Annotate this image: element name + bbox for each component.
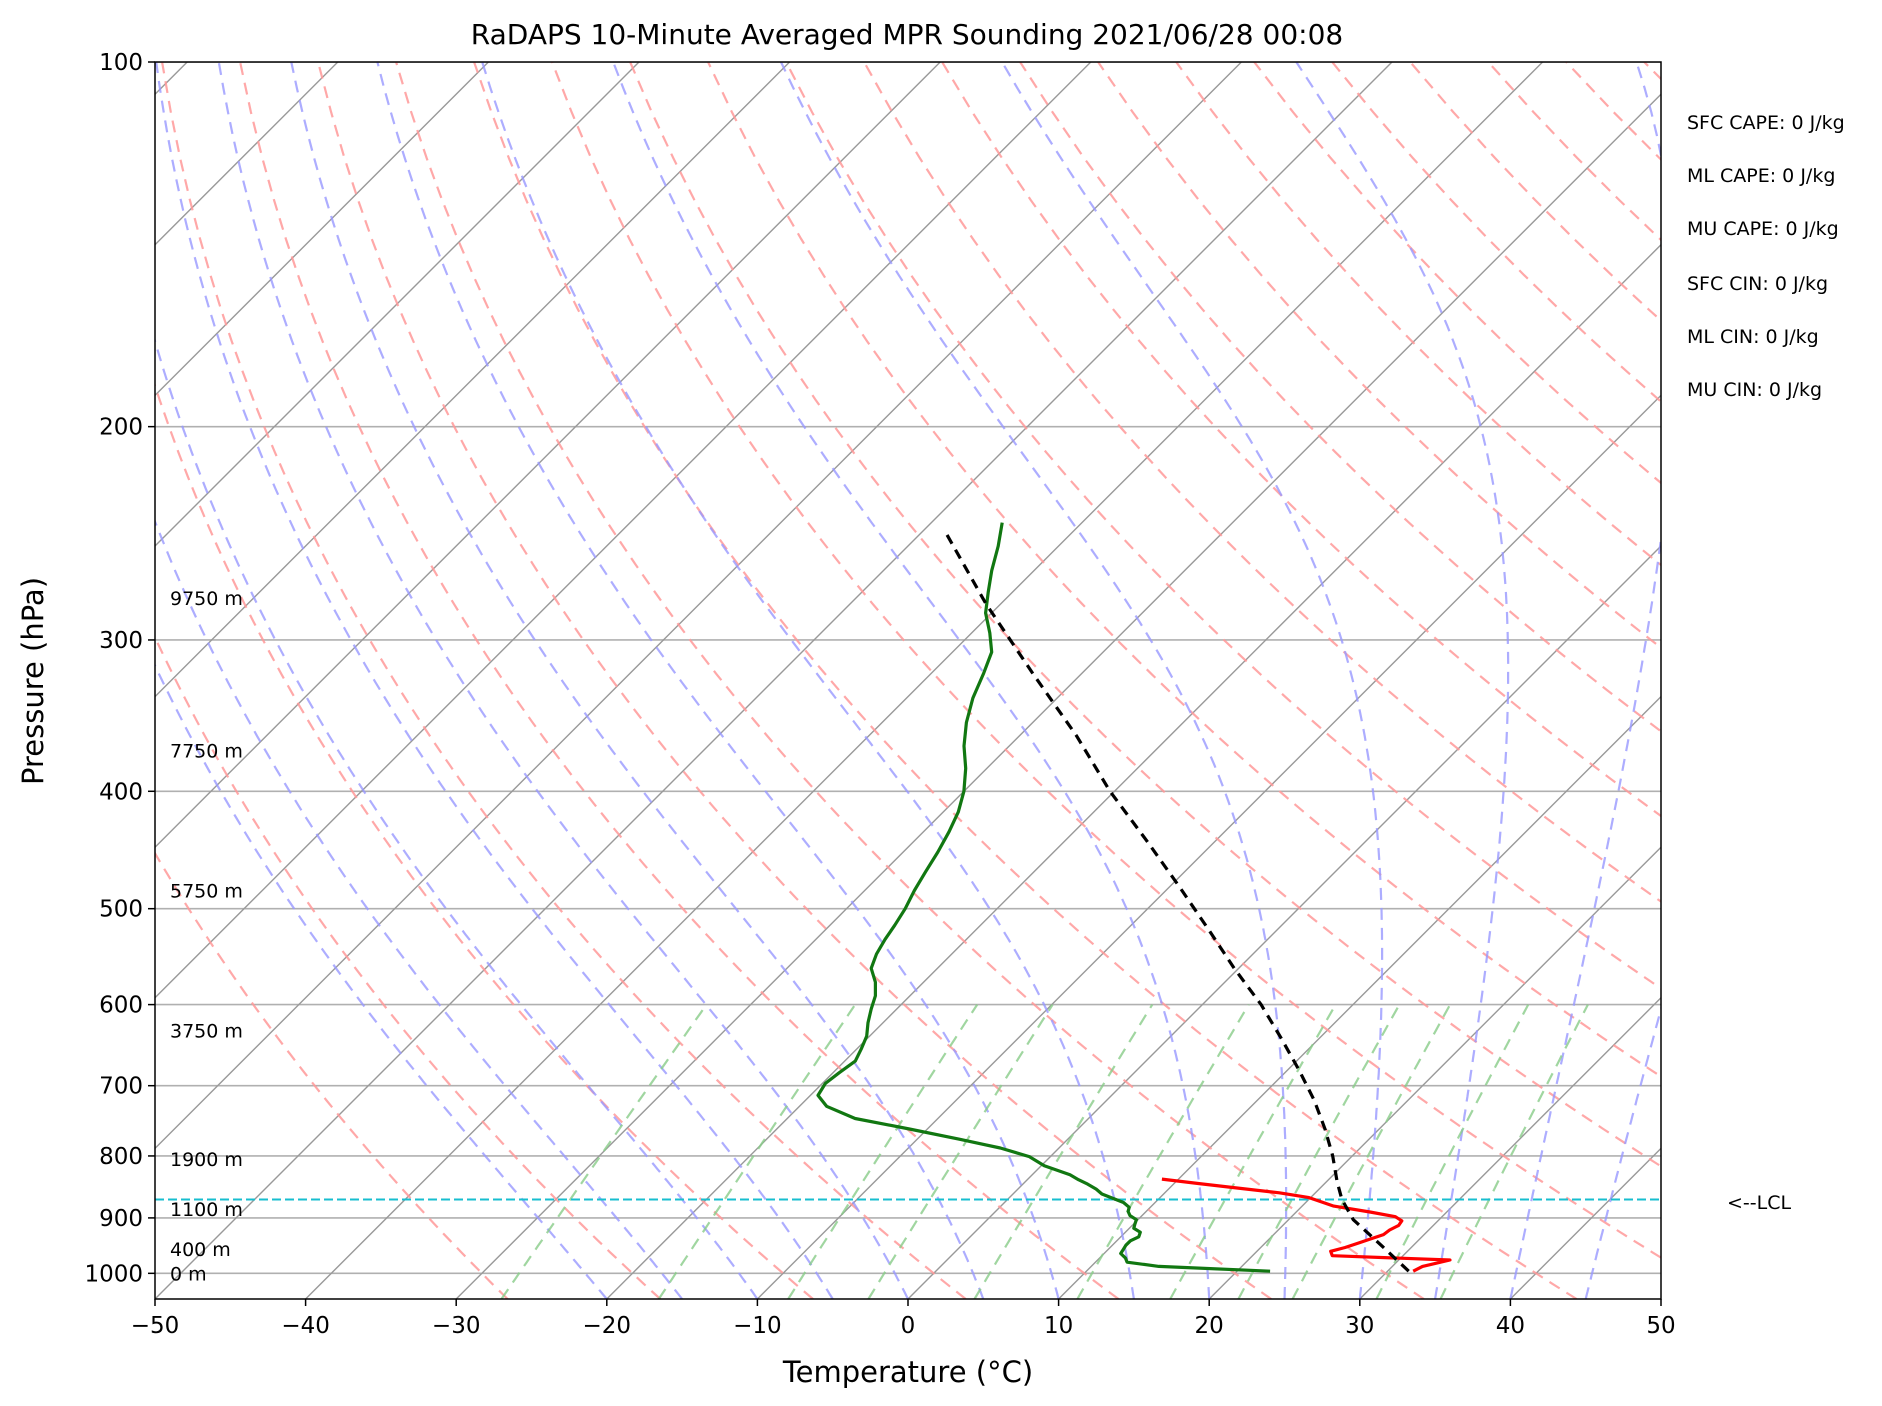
x-tick-label: −50 — [131, 1313, 180, 1339]
dry-adiabat-line — [161, 62, 967, 1299]
isotherm-line — [1208, 846, 1661, 1299]
side-annotations: SFC CAPE: 0 J/kg ML CAPE: 0 J/kg MU CAPE… — [1687, 112, 1845, 401]
x-axis-label: Temperature (°C) — [782, 1355, 1033, 1389]
height-label: 7750 m — [170, 740, 243, 762]
annotation-sfc-cape: SFC CAPE: 0 J/kg — [1687, 112, 1845, 134]
mixing-ratio-line — [867, 1004, 1054, 1299]
x-tick-label: −20 — [583, 1313, 632, 1339]
y-axis-label: Pressure (hPa) — [16, 577, 50, 785]
y-tick-label: 500 — [99, 897, 143, 923]
dry-adiabat-line — [629, 62, 1661, 1168]
isotherm-line — [1058, 695, 1661, 1299]
dry-adiabat-line — [551, 62, 1661, 1259]
mixing-ratio-line — [973, 1004, 1154, 1299]
x-tick-label: 40 — [1496, 1313, 1525, 1339]
height-label: 1900 m — [170, 1149, 243, 1171]
y-tick-label: 300 — [99, 628, 143, 654]
mixing-ratio-line — [1169, 1004, 1337, 1299]
isotherm-line — [155, 62, 489, 397]
isotherm-line — [155, 62, 941, 849]
annotation-sfc-cin: SFC CIN: 0 J/kg — [1687, 273, 1828, 295]
dry-adiabat-line — [317, 62, 1272, 1299]
x-tick-label: 50 — [1646, 1313, 1675, 1339]
dry-adiabat-line — [1019, 62, 1661, 733]
mixing-ratio-line — [1291, 1004, 1452, 1299]
x-tick-label: −10 — [733, 1313, 782, 1339]
y-tick-label: 600 — [99, 993, 143, 1019]
annotation-mu-cin: MU CIN: 0 J/kg — [1687, 379, 1822, 401]
isotherm-line — [155, 62, 1092, 999]
moist-adiabat-line — [481, 62, 1135, 1299]
moist-adiabat-line — [1509, 62, 1661, 1299]
axis-ticks: −50 −40 −30 −20 −10 0 10 20 30 40 50 1000 900 800 700 6… — [84, 50, 1675, 1339]
height-label: 3750 m — [170, 1020, 243, 1042]
isotherm-line — [455, 93, 1661, 1299]
height-label: 0 m — [170, 1263, 207, 1285]
y-tick-label: 900 — [99, 1206, 143, 1232]
annotation-mu-cape: MU CAPE: 0 J/kg — [1687, 218, 1839, 240]
y-tick-label: 200 — [99, 415, 143, 441]
height-label: 400 m — [170, 1239, 231, 1261]
dry-adiabat-line — [785, 62, 1661, 990]
y-tick-label: 100 — [99, 50, 143, 76]
isotherm-line — [155, 62, 640, 547]
isotherm-line — [155, 62, 1242, 1150]
isotherm-line — [606, 243, 1661, 1299]
chart-title: RaDAPS 10-Minute Averaged MPR Sounding 2… — [471, 18, 1343, 51]
series-lines — [155, 522, 1661, 1273]
mixing-ratio-line — [1375, 1004, 1530, 1299]
dry-adiabat-line — [941, 62, 1661, 818]
dry-adiabat-line — [395, 62, 1425, 1299]
lcl-label: <--LCL — [1727, 1192, 1791, 1214]
y-tick-label: 400 — [99, 779, 143, 805]
moist-adiabat-line — [780, 62, 1288, 1299]
temperature-profile-line — [1161, 1177, 1452, 1273]
x-tick-label: 10 — [1044, 1313, 1073, 1339]
x-tick-label: −40 — [281, 1313, 330, 1339]
mixing-ratio-line — [1439, 1004, 1589, 1299]
moist-adiabat-line — [376, 62, 1060, 1299]
dry-adiabat-line — [863, 62, 1661, 903]
x-tick-label: −30 — [432, 1313, 481, 1339]
dry-adiabat-line — [239, 62, 1120, 1299]
moist-adiabat-line — [1295, 62, 1510, 1299]
x-tick-label: 30 — [1345, 1313, 1374, 1339]
mixing-ratio-line — [500, 1003, 708, 1299]
dry-adiabat-line — [707, 62, 1661, 1078]
dry-adiabat-line — [473, 62, 1578, 1299]
isotherm-line — [907, 545, 1661, 1299]
moist-adiabat-line — [290, 62, 985, 1299]
x-tick-label: 0 — [901, 1313, 916, 1339]
dry-adiabat-line — [1097, 62, 1661, 650]
moist-adiabat-line — [612, 62, 1211, 1299]
height-label: 9750 m — [170, 588, 243, 610]
moist-adiabat-line — [155, 518, 683, 1299]
mixing-ratio-line — [1076, 1004, 1250, 1299]
x-tick-label: 20 — [1195, 1313, 1224, 1339]
moist-adiabat-line — [1584, 1005, 1661, 1299]
dewpoint-profile-line — [816, 522, 1271, 1273]
isotherm-line — [155, 62, 791, 698]
moist-adiabat-line — [155, 662, 608, 1299]
moist-adiabat-line — [155, 62, 834, 1299]
mixing-ratio-line — [1237, 1004, 1401, 1299]
mixing-ratio-line — [657, 1003, 857, 1299]
y-tick-label: 1000 — [84, 1261, 143, 1287]
parcel-profile-line — [944, 532, 1410, 1273]
annotation-ml-cin: ML CIN: 0 J/kg — [1687, 326, 1819, 348]
height-label: 1100 m — [170, 1199, 243, 1221]
isotherm-line — [155, 62, 1393, 1299]
mixing-ratio-line — [787, 1003, 979, 1299]
y-tick-label: 700 — [99, 1074, 143, 1100]
annotation-ml-cape: ML CAPE: 0 J/kg — [1687, 165, 1835, 187]
moist-adiabat-line — [155, 337, 759, 1299]
moist-adiabat-line — [217, 62, 909, 1299]
dry-adiabat-line — [155, 634, 662, 1299]
isotherm-line — [1359, 996, 1661, 1299]
height-label: 5750 m — [170, 880, 243, 902]
y-tick-label: 800 — [99, 1144, 143, 1170]
